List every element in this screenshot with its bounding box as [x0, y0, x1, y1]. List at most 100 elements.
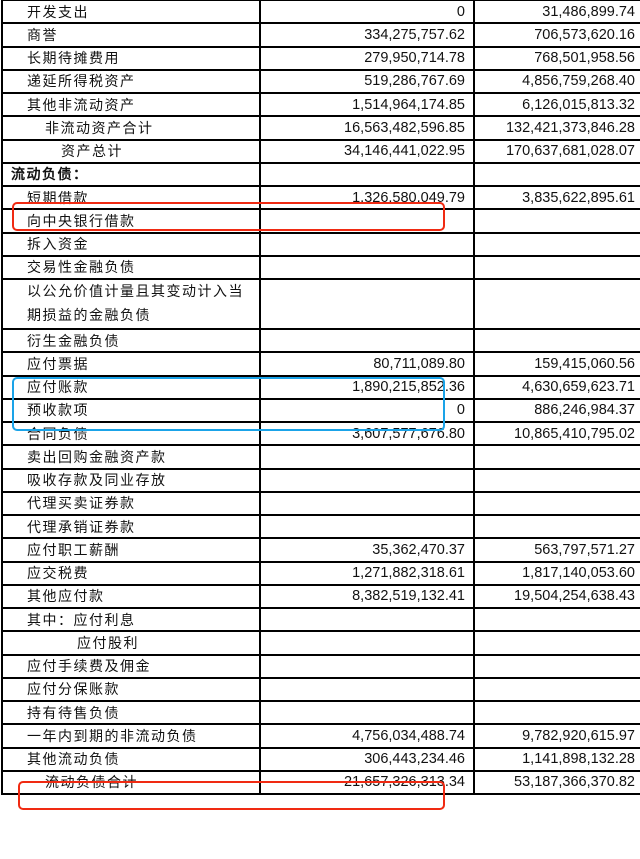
balance-sheet-table: 开发支出 0 31,486,899.74 商誉 334,275,757.62 706,57…	[1, 0, 640, 796]
value-prior: 886,246,984.37	[473, 397, 640, 424]
value-current: 35,362,470.37	[259, 537, 475, 563]
table-row: 持有待售负债	[1, 699, 640, 726]
row-label: 非流动资产合计	[1, 115, 261, 141]
table-row: 卖出回购金融资产款	[1, 444, 640, 470]
table-row: 吸收存款及同业存放	[1, 467, 640, 493]
row-label: 代理承销证券款	[1, 513, 261, 540]
value-current	[259, 254, 475, 281]
row-label: 资产总计	[1, 138, 261, 164]
table-row: 代理承销证券款	[1, 513, 640, 540]
value-prior: 563,797,571.27	[473, 537, 640, 563]
value-prior	[473, 676, 640, 703]
value-current: 334,275,757.62	[259, 22, 475, 48]
row-label: 应付职工薪酬	[1, 537, 261, 563]
value-prior: 706,573,620.16	[473, 22, 640, 48]
value-prior: 768,501,958.56	[473, 45, 640, 71]
value-prior: 170,637,681,028.07	[473, 138, 640, 164]
value-prior	[473, 327, 640, 354]
value-current	[259, 513, 475, 540]
value-prior	[473, 513, 640, 540]
row-label: 应付票据	[1, 351, 261, 377]
value-prior: 4,630,659,623.71	[473, 374, 640, 400]
row-label: 交易性金融负债	[1, 254, 261, 281]
table-row: 代理买卖证券款	[1, 490, 640, 517]
value-prior	[473, 231, 640, 257]
value-current: 8,382,519,132.41	[259, 583, 475, 610]
row-label: 应交税费	[1, 560, 261, 586]
row-label: 递延所得税资产	[1, 68, 261, 95]
table-row: 流动负债：	[1, 161, 640, 188]
row-label: 持有待售负债	[1, 699, 261, 726]
table-row: 拆入资金	[1, 231, 640, 257]
table-row: 递延所得税资产 519,286,767.69 4,856,759,268.40	[1, 68, 640, 95]
row-label: 短期借款	[1, 184, 261, 211]
value-current: 16,563,482,596.85	[259, 115, 475, 141]
value-current: 0	[259, 397, 475, 424]
row-label: 长期待摊费用	[1, 45, 261, 71]
row-label: 代理买卖证券款	[1, 490, 261, 517]
row-label: 开发支出	[1, 0, 261, 25]
table-row: 一年内到期的非流动负债 4,756,034,488.74 9,782,920,615…	[1, 723, 640, 749]
value-prior	[473, 208, 640, 234]
value-current: 1,271,882,318.61	[259, 560, 475, 586]
row-label: 商誉	[1, 22, 261, 48]
value-prior	[473, 444, 640, 470]
value-prior	[473, 467, 640, 493]
value-prior	[473, 278, 640, 330]
row-label: 其他非流动资产	[1, 91, 261, 118]
table-row: 以公允价值计量且其变动计入当期损益的金融负债	[1, 278, 640, 330]
value-prior	[473, 490, 640, 517]
value-current	[259, 327, 475, 354]
value-current	[259, 699, 475, 726]
row-label: 其他流动负债	[1, 746, 261, 772]
table-row: 其他非流动资产 1,514,964,174.85 6,126,015,813.32	[1, 91, 640, 118]
value-prior	[473, 161, 640, 188]
value-current: 34,146,441,022.95	[259, 138, 475, 164]
row-label: 合同负债	[1, 420, 261, 447]
value-current: 0	[259, 0, 475, 25]
value-current	[259, 490, 475, 517]
table-row: 应付手续费及佣金	[1, 653, 640, 679]
value-prior: 6,126,015,813.32	[473, 91, 640, 118]
row-label: 应付分保账款	[1, 676, 261, 703]
row-label: 向中央银行借款	[1, 208, 261, 234]
table-row: 合同负债 3,607,577,676.80 10,865,410,795.02	[1, 420, 640, 447]
value-current: 306,443,234.46	[259, 746, 475, 772]
value-current: 80,711,089.80	[259, 351, 475, 377]
table-row: 其他流动负债 306,443,234.46 1,141,898,132.28	[1, 746, 640, 772]
value-prior: 159,415,060.56	[473, 351, 640, 377]
value-current: 21,657,326,313.34	[259, 769, 475, 796]
table-row: 应付账款 1,890,215,852.36 4,630,659,623.71	[1, 374, 640, 400]
value-current: 3,607,577,676.80	[259, 420, 475, 447]
table-row: 预收款项 0 886,246,984.37	[1, 397, 640, 424]
value-prior	[473, 254, 640, 281]
value-prior: 10,865,410,795.02	[473, 420, 640, 447]
value-prior: 19,504,254,638.43	[473, 583, 640, 610]
row-label: 以公允价值计量且其变动计入当期损益的金融负债	[1, 278, 261, 330]
table-row: 其中：应付利息	[1, 606, 640, 633]
value-current: 4,756,034,488.74	[259, 723, 475, 749]
value-current	[259, 630, 475, 656]
value-prior: 1,141,898,132.28	[473, 746, 640, 772]
row-label: 应付手续费及佣金	[1, 653, 261, 679]
value-current: 1,326,580,049.79	[259, 184, 475, 211]
row-label: 其中：应付利息	[1, 606, 261, 633]
row-label: 流动负债合计	[1, 769, 261, 796]
value-prior: 1,817,140,053.60	[473, 560, 640, 586]
value-current	[259, 606, 475, 633]
value-current: 279,950,714.78	[259, 45, 475, 71]
row-label: 衍生金融负债	[1, 327, 261, 354]
table-row: 长期待摊费用 279,950,714.78 768,501,958.56	[1, 45, 640, 71]
row-label: 吸收存款及同业存放	[1, 467, 261, 493]
table-row: 流动负债合计 21,657,326,313.34 53,187,366,370.82	[1, 769, 640, 796]
value-prior	[473, 606, 640, 633]
table-row: 开发支出 0 31,486,899.74	[1, 0, 640, 25]
row-label: 其他应付款	[1, 583, 261, 610]
table-row: 非流动资产合计 16,563,482,596.85 132,421,373,846.…	[1, 115, 640, 141]
row-label: 卖出回购金融资产款	[1, 444, 261, 470]
value-prior: 31,486,899.74	[473, 0, 640, 25]
value-current	[259, 444, 475, 470]
value-prior: 132,421,373,846.28	[473, 115, 640, 141]
value-current	[259, 676, 475, 703]
row-label: 应付账款	[1, 374, 261, 400]
